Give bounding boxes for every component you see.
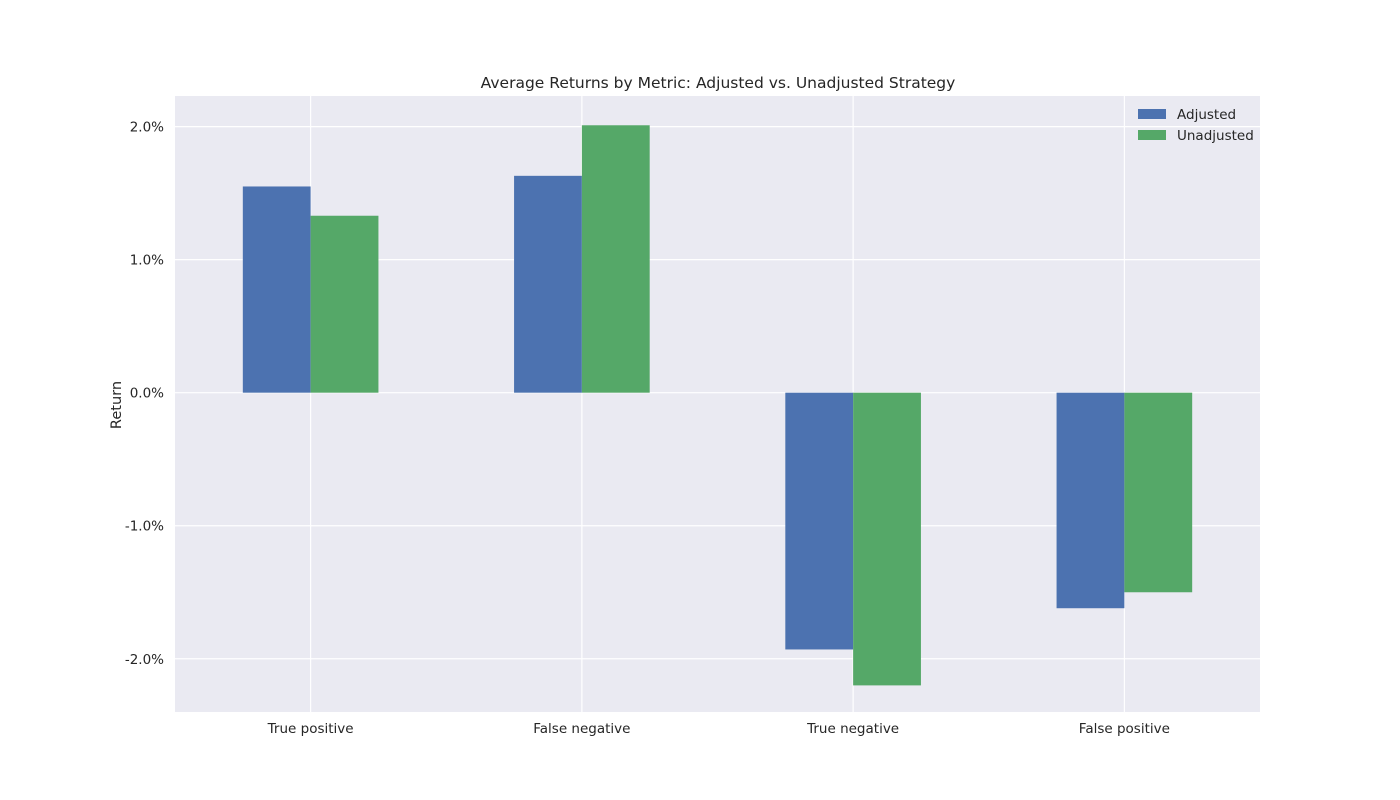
y-tick-label: -1.0% (125, 519, 164, 535)
y-tick-labels: 2.0% 1.0% 0.0% -1.0% -2.0% (125, 120, 164, 668)
bar-adjusted-2 (514, 175, 582, 393)
x-tick-label: False negative (533, 721, 630, 737)
bar-unadjusted-1 (310, 215, 379, 393)
bar-unadjusted-2 (581, 125, 650, 393)
x-tick-label: True positive (267, 721, 354, 737)
bar-adjusted-4 (1056, 392, 1125, 609)
legend-label-unadjusted: Unadjusted (1177, 128, 1254, 144)
legend-label-adjusted: Adjusted (1177, 107, 1236, 123)
legend: Adjusted Unadjusted (1138, 107, 1254, 144)
legend-swatch-unadjusted (1138, 130, 1166, 140)
chart-title: Average Returns by Metric: Adjusted vs. … (481, 74, 956, 92)
bar-adjusted-1 (242, 186, 311, 393)
bar-unadjusted-4 (1124, 392, 1193, 593)
bar-unadjusted-3 (853, 392, 921, 686)
y-tick-label: -2.0% (125, 652, 164, 668)
legend-swatch-adjusted (1138, 109, 1166, 119)
bar-adjusted-3 (785, 392, 854, 650)
y-tick-label: 0.0% (130, 386, 164, 402)
y-tick-label: 1.0% (130, 253, 164, 269)
x-tick-label: True negative (806, 721, 899, 737)
x-tick-label: False positive (1079, 721, 1170, 737)
x-tick-labels: True positive False negative True negative… (267, 721, 1170, 737)
y-axis-label: Return (109, 381, 125, 429)
bars (242, 125, 1193, 686)
y-tick-label: 2.0% (130, 120, 164, 136)
